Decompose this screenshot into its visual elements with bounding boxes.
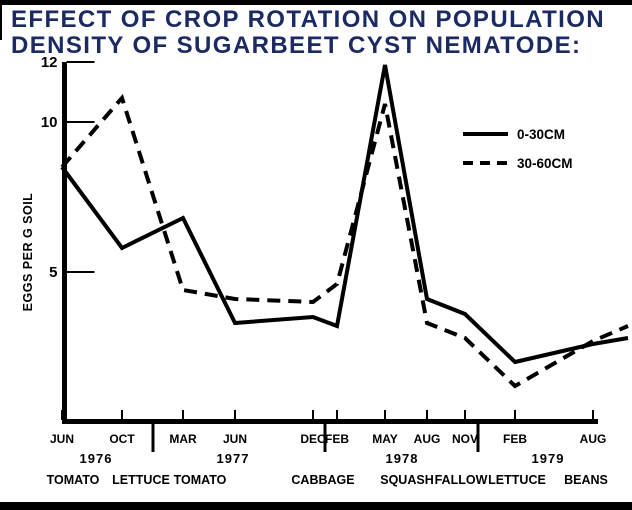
crop-label: SQUASH xyxy=(380,473,433,487)
y-tick-label: 10 xyxy=(41,114,58,131)
month-label: MAR xyxy=(169,432,197,446)
year-label: 1977 xyxy=(217,451,250,466)
y-tick-label: 12 xyxy=(41,54,58,71)
bottom-border-bar xyxy=(0,502,632,510)
crop-label: CABBAGE xyxy=(291,473,354,487)
y-axis-title: EGGS PER G SOIL xyxy=(21,193,35,312)
month-label: MAY xyxy=(372,432,398,446)
crop-label: LETTUCE xyxy=(488,473,546,487)
year-label: 1976 xyxy=(80,451,113,466)
legend-label: 30-60CM xyxy=(517,156,573,171)
crop-label: TOMATO xyxy=(47,473,100,487)
month-label: OCT xyxy=(109,432,135,446)
month-label: FEB xyxy=(503,432,527,446)
month-label: FEB xyxy=(325,432,349,446)
month-label: NOV xyxy=(452,432,478,446)
crop-label: TOMATO xyxy=(174,473,227,487)
month-label: JUN xyxy=(50,432,74,446)
crop-label: FALLOW xyxy=(435,473,488,487)
legend-label: 0-30CM xyxy=(517,127,565,142)
y-tick-label: 5 xyxy=(49,264,57,281)
top-border-bar xyxy=(0,0,632,5)
page-title: EFFECT OF CROP ROTATION ON POPULATION DE… xyxy=(11,6,606,59)
month-label: AUG xyxy=(414,432,441,446)
year-label: 1979 xyxy=(532,451,565,466)
year-label: 1978 xyxy=(386,451,419,466)
series-line-30-60cm xyxy=(60,94,629,389)
crop-label: BEANS xyxy=(564,473,608,487)
month-label: JUN xyxy=(223,432,247,446)
series-line-0-30cm xyxy=(60,64,629,365)
month-label: AUG xyxy=(580,432,607,446)
left-edge-mark xyxy=(0,0,2,40)
crop-label: LETTUCE xyxy=(112,473,170,487)
month-label: DEC xyxy=(300,432,326,446)
